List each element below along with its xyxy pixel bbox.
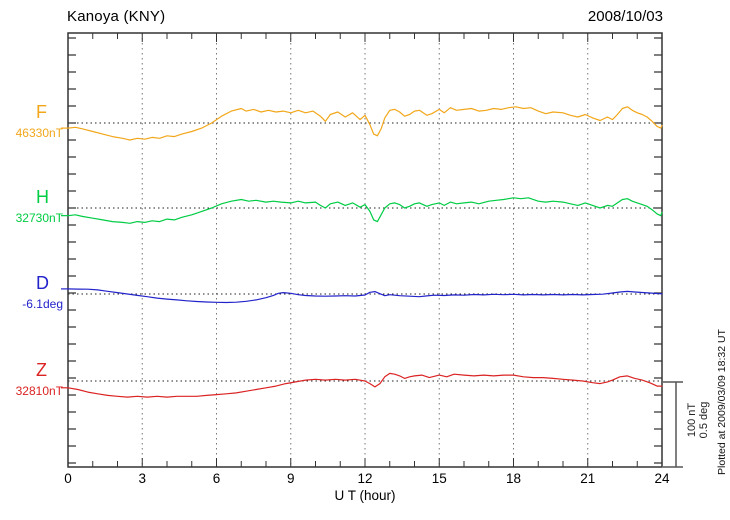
component-label-f: F [36,102,47,122]
component-label-h: H [36,187,49,207]
x-axis-title: U T (hour) [334,488,396,503]
trace-f [67,106,663,141]
component-baseline-value-h: 32730nT [15,211,63,225]
x-tick-label-24: 24 [654,471,670,486]
plot-frame [67,32,663,468]
component-block-h: H 32730nT [0,187,64,233]
trace-z [67,372,663,398]
x-tick-label-15: 15 [431,471,447,486]
x-tick-label-6: 6 [212,471,221,486]
scale-bar-label: 100 nT 0.5 deg [686,402,710,439]
x-tick-label-9: 9 [286,471,295,486]
plotted-at-note: Plotted at 2009/03/09 18:32 UT [716,329,728,475]
x-tick-label-0: 0 [64,471,72,486]
x-tick-label-21: 21 [580,471,596,486]
component-block-z: Z 32810nT [0,360,64,406]
scale-bar-nt-label: 100 nT [686,402,698,438]
component-baseline-value-d: -6.1deg [22,297,63,311]
x-tick-label-12: 12 [357,471,373,486]
station-title: Kanoya (KNY) [67,8,166,25]
scale-bar-deg-label: 0.5 deg [698,401,710,439]
x-tick-label-3: 3 [138,471,146,486]
component-baseline-value-f: 46330nT [15,126,63,140]
observation-date: 2008/10/03 [587,8,663,25]
x-tick-label-18: 18 [505,471,522,486]
component-label-z: Z [36,360,47,380]
component-baseline-value-z: 32810nT [15,384,63,398]
component-block-f: F 46330nT [0,102,64,148]
trace-h [67,197,663,224]
trace-d [67,288,663,304]
component-label-d: D [36,273,49,293]
component-block-d: D -6.1deg [0,273,64,319]
